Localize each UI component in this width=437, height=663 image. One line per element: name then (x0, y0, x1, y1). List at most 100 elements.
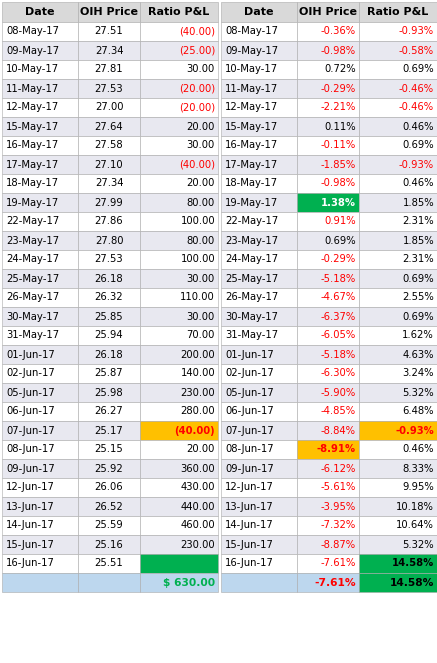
Text: 27.58: 27.58 (95, 141, 123, 151)
Text: 110.00: 110.00 (180, 292, 215, 302)
Text: 11-May-17: 11-May-17 (225, 84, 278, 93)
Bar (221, 231, 297, 250)
Text: 22-May-17: 22-May-17 (6, 217, 59, 227)
Bar (78, 250, 140, 269)
Bar (359, 326, 437, 345)
Text: -0.58%: -0.58% (399, 46, 434, 56)
Text: 15-May-17: 15-May-17 (6, 121, 59, 131)
Text: 12-May-17: 12-May-17 (225, 103, 278, 113)
Bar (297, 459, 359, 478)
Bar (78, 2, 140, 22)
Text: 08-Jun-17: 08-Jun-17 (225, 444, 274, 455)
Bar (2, 117, 78, 136)
Bar (2, 554, 78, 573)
Text: 26.06: 26.06 (95, 483, 123, 493)
Bar (221, 402, 297, 421)
Text: 2.31%: 2.31% (402, 217, 434, 227)
Text: 23-May-17: 23-May-17 (225, 235, 278, 245)
Text: Date: Date (244, 7, 274, 17)
Bar (359, 193, 437, 212)
Text: 05-Jun-17: 05-Jun-17 (6, 387, 55, 398)
Text: 0.46%: 0.46% (402, 178, 434, 188)
Text: 0.69%: 0.69% (402, 141, 434, 151)
Bar (140, 516, 218, 535)
Text: 200.00: 200.00 (180, 349, 215, 359)
Bar (297, 193, 359, 212)
Bar (221, 136, 297, 155)
Text: 2.31%: 2.31% (402, 255, 434, 265)
Text: 630.00: 630.00 (177, 558, 215, 568)
Bar (297, 402, 359, 421)
Text: 80.00: 80.00 (187, 198, 215, 208)
Text: -0.29%: -0.29% (321, 255, 356, 265)
Bar (2, 459, 78, 478)
Bar (78, 41, 140, 60)
Text: 0.46%: 0.46% (402, 444, 434, 455)
Bar (221, 383, 297, 402)
Bar (140, 22, 218, 41)
Bar (297, 307, 359, 326)
Bar (221, 364, 297, 383)
Bar (78, 155, 140, 174)
Bar (221, 79, 297, 98)
Text: 0.91%: 0.91% (324, 217, 356, 227)
Text: 26.18: 26.18 (95, 349, 123, 359)
Text: (40.00): (40.00) (174, 426, 215, 436)
Bar (221, 98, 297, 117)
Text: 19-May-17: 19-May-17 (225, 198, 278, 208)
Text: 27.80: 27.80 (95, 235, 123, 245)
Text: 5.32%: 5.32% (402, 387, 434, 398)
Bar (221, 554, 297, 573)
Bar (140, 117, 218, 136)
Bar (359, 288, 437, 307)
Text: 09-May-17: 09-May-17 (6, 46, 59, 56)
Text: 0.46%: 0.46% (402, 121, 434, 131)
Text: 460.00: 460.00 (180, 520, 215, 530)
Text: 30.00: 30.00 (187, 312, 215, 322)
Text: 430.00: 430.00 (180, 483, 215, 493)
Text: 20.00: 20.00 (187, 121, 215, 131)
Text: 17-May-17: 17-May-17 (6, 160, 59, 170)
Text: 30-May-17: 30-May-17 (225, 312, 278, 322)
Text: -3.95%: -3.95% (321, 501, 356, 511)
Text: 25.51: 25.51 (95, 558, 123, 568)
Bar (221, 307, 297, 326)
Bar (221, 174, 297, 193)
Text: 10-May-17: 10-May-17 (6, 64, 59, 74)
Bar (2, 155, 78, 174)
Text: 10-May-17: 10-May-17 (225, 64, 278, 74)
Text: -7.61%: -7.61% (321, 558, 356, 568)
Bar (297, 79, 359, 98)
Text: 17-May-17: 17-May-17 (225, 160, 278, 170)
Bar (221, 193, 297, 212)
Bar (78, 535, 140, 554)
Text: 10.64%: 10.64% (396, 520, 434, 530)
Bar (297, 440, 359, 459)
Bar (221, 497, 297, 516)
Text: 80.00: 80.00 (187, 235, 215, 245)
Text: -4.67%: -4.67% (321, 292, 356, 302)
Text: -5.90%: -5.90% (321, 387, 356, 398)
Bar (78, 307, 140, 326)
Bar (221, 212, 297, 231)
Text: 18-May-17: 18-May-17 (225, 178, 278, 188)
Bar (221, 573, 297, 592)
Bar (221, 288, 297, 307)
Bar (2, 231, 78, 250)
Text: 13-Jun-17: 13-Jun-17 (6, 501, 55, 511)
Text: 280.00: 280.00 (180, 406, 215, 416)
Bar (221, 60, 297, 79)
Text: 16-Jun-17: 16-Jun-17 (225, 558, 274, 568)
Text: 06-Jun-17: 06-Jun-17 (6, 406, 55, 416)
Bar (140, 98, 218, 117)
Text: 01-Jun-17: 01-Jun-17 (225, 349, 274, 359)
Text: 31-May-17: 31-May-17 (225, 330, 278, 341)
Bar (78, 478, 140, 497)
Text: -7.61%: -7.61% (314, 577, 356, 587)
Text: 07-Jun-17: 07-Jun-17 (6, 426, 55, 436)
Text: 27.53: 27.53 (95, 84, 123, 93)
Bar (359, 2, 437, 22)
Bar (297, 231, 359, 250)
Bar (2, 326, 78, 345)
Bar (78, 402, 140, 421)
